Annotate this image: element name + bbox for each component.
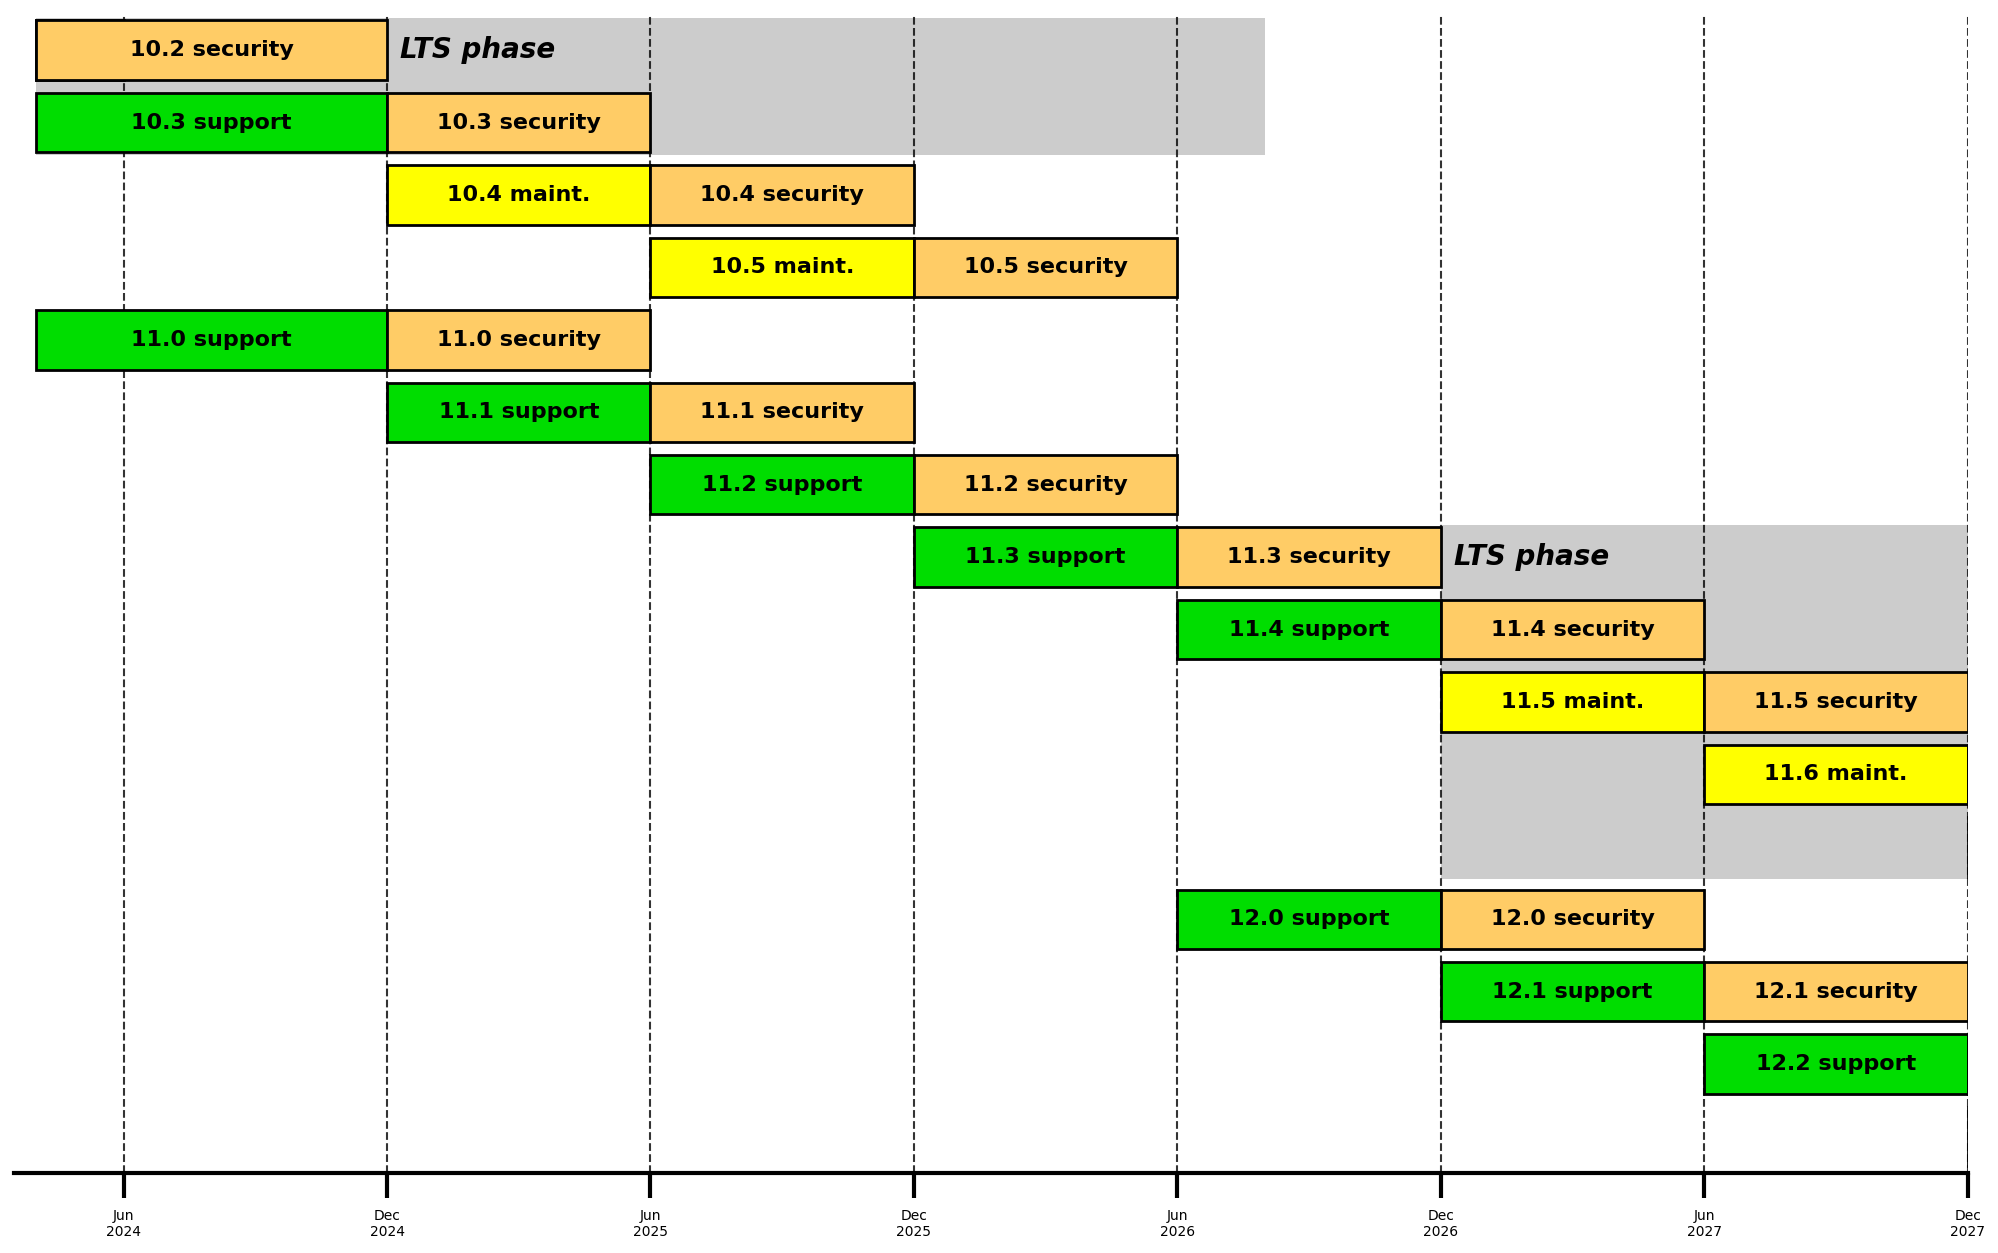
Bar bbox=[1966, 1035, 1998, 1094]
Text: 11.2 security: 11.2 security bbox=[963, 475, 1127, 495]
Bar bbox=[388, 165, 649, 224]
Text: 10.5 security: 10.5 security bbox=[963, 257, 1127, 277]
Text: 11.3 security: 11.3 security bbox=[1227, 548, 1391, 568]
Bar bbox=[1704, 962, 1966, 1021]
Text: 10.3 support: 10.3 support bbox=[132, 113, 292, 133]
Bar bbox=[1441, 600, 1704, 659]
Text: 11.2 support: 11.2 support bbox=[701, 475, 861, 495]
Text: 10.2 security: 10.2 security bbox=[130, 40, 294, 60]
Text: 11.0 support: 11.0 support bbox=[132, 330, 292, 350]
Text: 11.4 security: 11.4 security bbox=[1491, 619, 1654, 639]
Bar bbox=[36, 20, 124, 80]
Text: 12.1 security: 12.1 security bbox=[1752, 981, 1916, 1001]
Bar bbox=[36, 18, 1265, 155]
Bar bbox=[1441, 525, 1966, 880]
Bar bbox=[649, 238, 913, 297]
Text: 11.5 security: 11.5 security bbox=[1752, 692, 1916, 712]
Text: 12.0 security: 12.0 security bbox=[1491, 910, 1654, 930]
Text: 11.3 support: 11.3 support bbox=[965, 548, 1125, 568]
Text: 11.4 support: 11.4 support bbox=[1229, 619, 1389, 639]
Bar bbox=[1177, 528, 1441, 586]
Text: 12.0 support: 12.0 support bbox=[1229, 910, 1389, 930]
Bar bbox=[388, 382, 649, 442]
Text: 10.5 maint.: 10.5 maint. bbox=[709, 257, 853, 277]
Bar bbox=[649, 165, 913, 224]
Bar bbox=[36, 93, 388, 152]
Bar bbox=[1441, 962, 1704, 1021]
Bar bbox=[388, 311, 649, 370]
Bar bbox=[1441, 673, 1704, 732]
Bar bbox=[1704, 744, 1966, 804]
Text: 10.3 security: 10.3 security bbox=[438, 113, 601, 133]
Bar bbox=[1177, 890, 1441, 949]
Bar bbox=[36, 20, 388, 80]
Text: 11.0 security: 11.0 security bbox=[438, 330, 601, 350]
Text: 11.1 support: 11.1 support bbox=[438, 402, 599, 422]
Bar bbox=[36, 311, 388, 370]
Text: 12.2 support: 12.2 support bbox=[1754, 1054, 1914, 1074]
Bar bbox=[913, 455, 1177, 515]
Bar bbox=[649, 382, 913, 442]
Text: 10.4 security: 10.4 security bbox=[699, 185, 863, 205]
Text: 11.1 security: 11.1 security bbox=[699, 402, 863, 422]
Bar bbox=[913, 528, 1177, 586]
Text: LTS phase: LTS phase bbox=[1453, 543, 1608, 571]
Bar bbox=[1177, 600, 1441, 659]
Bar bbox=[913, 238, 1177, 297]
Text: 11.6 maint.: 11.6 maint. bbox=[1764, 764, 1906, 784]
Bar bbox=[1704, 1035, 1966, 1094]
Text: LTS phase: LTS phase bbox=[400, 36, 555, 64]
Bar bbox=[388, 93, 649, 152]
Bar bbox=[1966, 744, 1998, 804]
Bar bbox=[1966, 1106, 1998, 1167]
Text: 12.1 support: 12.1 support bbox=[1493, 981, 1652, 1001]
Text: 11.5 maint.: 11.5 maint. bbox=[1500, 692, 1642, 712]
Text: 10.4 maint.: 10.4 maint. bbox=[448, 185, 589, 205]
Bar bbox=[649, 455, 913, 515]
Bar bbox=[1704, 673, 1966, 732]
Bar bbox=[1966, 817, 1998, 877]
Bar bbox=[1441, 890, 1704, 949]
